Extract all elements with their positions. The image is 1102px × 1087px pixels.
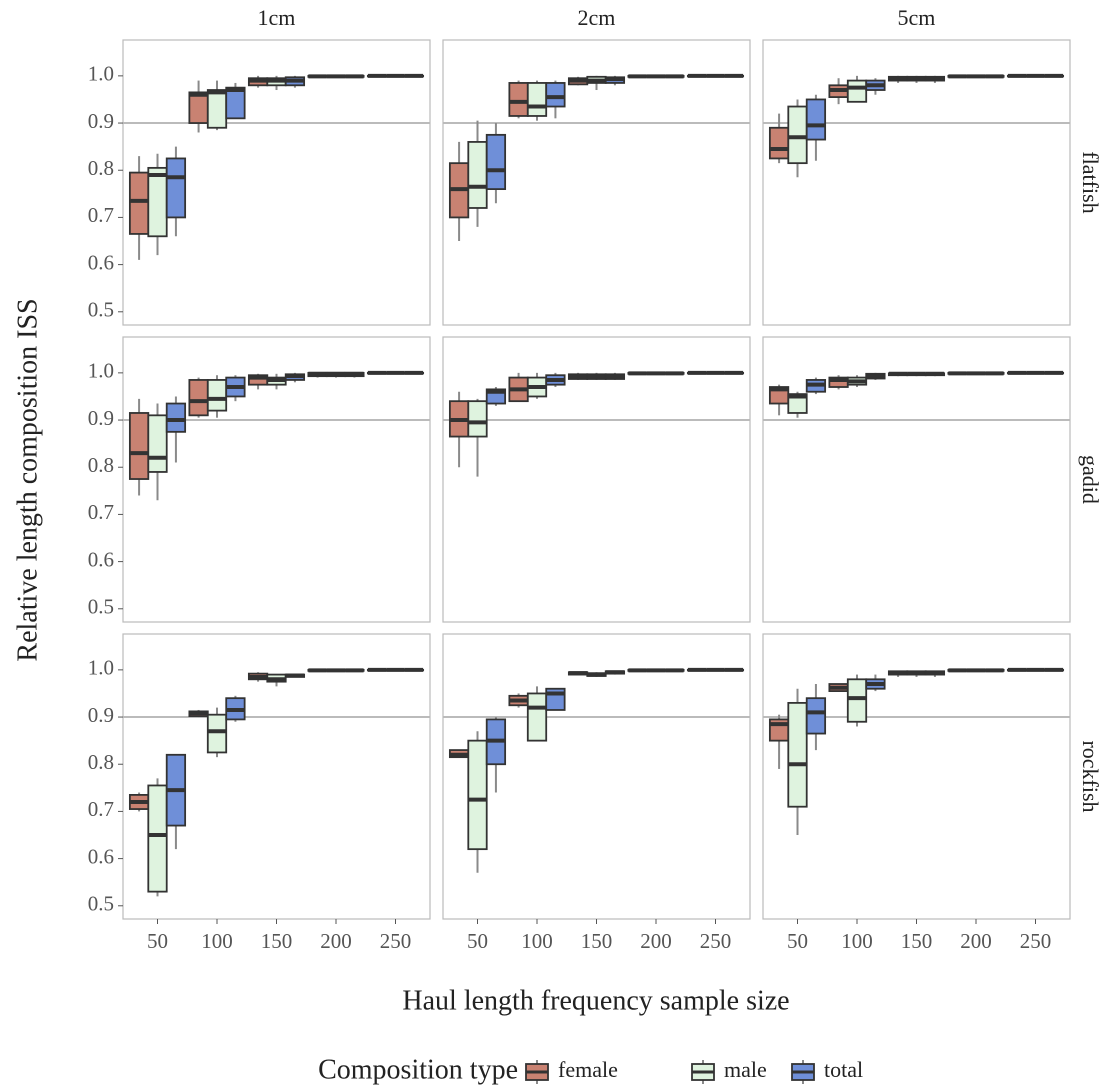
box xyxy=(147,784,168,893)
y-tick-label: 0.5 xyxy=(88,595,114,619)
box xyxy=(206,713,228,754)
x-tick-label: 50 xyxy=(147,929,168,953)
box xyxy=(225,86,246,120)
box xyxy=(526,82,548,117)
x-tick-label: 250 xyxy=(1020,929,1052,953)
y-tick-label: 0.5 xyxy=(88,892,114,916)
x-tick-label: 50 xyxy=(467,929,488,953)
box xyxy=(165,157,187,219)
panel xyxy=(442,336,751,623)
panel xyxy=(122,336,431,623)
panel xyxy=(122,39,431,326)
box xyxy=(787,701,808,808)
box xyxy=(467,400,488,438)
box xyxy=(128,171,150,235)
legend-title: Composition type xyxy=(318,1054,518,1085)
y-tick-label: 0.7 xyxy=(88,797,114,821)
box xyxy=(188,379,209,417)
panel xyxy=(122,633,431,920)
box xyxy=(787,393,808,414)
box xyxy=(508,82,529,117)
box xyxy=(526,692,548,742)
panel-border xyxy=(762,633,1071,920)
y-axis-title: Relative length composition ISS xyxy=(12,298,43,661)
x-tick-label: 150 xyxy=(581,929,613,953)
row-strip: flatfish xyxy=(1078,151,1102,213)
panel xyxy=(442,39,751,326)
legend-label: female xyxy=(558,1057,618,1082)
x-tick-label: 100 xyxy=(201,929,233,953)
y-tick-label: 0.9 xyxy=(88,406,114,430)
box xyxy=(188,91,209,124)
y-tick-label: 0.8 xyxy=(88,156,114,180)
y-tick-label: 0.7 xyxy=(88,203,114,227)
x-tick-label: 150 xyxy=(901,929,933,953)
y-tick-label: 0.9 xyxy=(88,703,114,727)
box xyxy=(206,89,228,129)
y-tick-label: 0.6 xyxy=(88,844,114,868)
y-tick-label: 0.6 xyxy=(88,250,114,274)
column-strip: 5cm xyxy=(898,5,936,30)
x-tick-label: 200 xyxy=(960,929,992,953)
legend-item: female xyxy=(525,1057,618,1084)
y-tick-label: 0.6 xyxy=(88,547,114,571)
row-strip: gadid xyxy=(1078,455,1102,504)
column-strip: 1cm xyxy=(258,5,296,30)
box xyxy=(128,412,150,480)
panel xyxy=(762,39,1071,326)
box xyxy=(485,133,507,191)
box xyxy=(846,678,868,723)
x-axis-title: Haul length frequency sample size xyxy=(402,985,789,1016)
box xyxy=(147,166,168,238)
legend-item: total xyxy=(791,1057,863,1084)
x-tick-label: 100 xyxy=(841,929,873,953)
box xyxy=(467,739,488,851)
y-tick-label: 0.9 xyxy=(88,109,114,133)
y-tick-label: 0.8 xyxy=(88,750,114,774)
row-strip: rockfish xyxy=(1078,740,1102,812)
x-tick-label: 200 xyxy=(640,929,672,953)
box xyxy=(545,82,566,108)
y-tick-label: 1.0 xyxy=(88,62,114,86)
box xyxy=(846,79,868,103)
box xyxy=(787,105,808,165)
panel-border xyxy=(762,39,1071,326)
legend-label: male xyxy=(724,1057,767,1082)
y-tick-label: 1.0 xyxy=(88,359,114,383)
box xyxy=(805,98,827,141)
panel xyxy=(762,633,1071,920)
legend-label: total xyxy=(824,1057,863,1082)
box xyxy=(467,141,488,209)
column-strip: 2cm xyxy=(578,5,616,30)
x-tick-label: 250 xyxy=(700,929,732,953)
y-tick-label: 0.5 xyxy=(88,298,114,322)
box xyxy=(206,379,228,412)
y-tick-label: 0.7 xyxy=(88,500,114,524)
box xyxy=(805,697,827,735)
x-tick-label: 50 xyxy=(787,929,808,953)
box xyxy=(165,402,187,433)
panel xyxy=(762,336,1071,623)
panel-border xyxy=(442,633,751,920)
x-tick-label: 200 xyxy=(320,929,352,953)
box xyxy=(768,126,790,160)
panel-border xyxy=(442,336,751,623)
panel xyxy=(442,633,751,920)
x-tick-label: 100 xyxy=(521,929,553,953)
legend-item: male xyxy=(691,1057,767,1084)
y-tick-label: 0.8 xyxy=(88,453,114,477)
x-tick-label: 250 xyxy=(380,929,412,953)
x-tick-label: 150 xyxy=(261,929,293,953)
y-tick-label: 1.0 xyxy=(88,656,114,680)
box xyxy=(147,414,168,473)
